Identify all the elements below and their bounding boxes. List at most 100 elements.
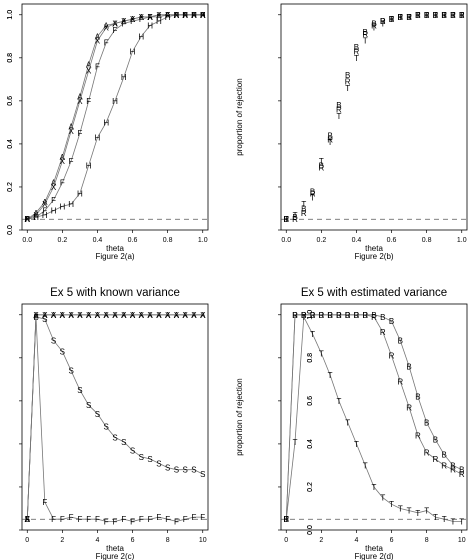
data-point: B [363,311,368,320]
x-tick-label: 0.2 [57,237,67,244]
data-point: F [60,179,65,188]
figure-caption: Figure 2(b) [354,252,393,261]
data-point: T [372,483,377,492]
data-point: F [69,157,74,166]
data-point: B [301,204,306,213]
data-point: F [121,19,126,28]
plot-frame [21,3,209,231]
y-tick-label: 0.2 [307,482,314,492]
x-tick-label: 0.8 [422,237,432,244]
data-point: B [389,317,394,326]
data-point: F [130,517,135,526]
data-point: F [113,26,118,35]
data-point: T [293,211,298,220]
data-point: B [354,311,359,320]
data-point: A [139,311,145,320]
data-point: B [415,393,420,402]
data-point: T [398,13,403,22]
data-point: H [103,118,109,127]
data-point: A [139,13,145,22]
data-point: H [200,11,206,20]
data-point: F [95,515,100,524]
data-point: F [183,11,188,20]
data-point: A [77,93,83,102]
data-point: A [60,153,66,162]
data-point: X [77,97,83,106]
data-point: A [112,19,118,28]
data-point: F [60,515,65,524]
x-tick-label: 6 [131,537,135,544]
data-point: A [25,515,31,524]
data-point: T [301,200,306,209]
series-line [26,316,203,522]
data-point: R [371,22,377,31]
data-point: A [121,17,127,26]
data-point: T [389,500,394,509]
data-point: A [174,11,180,20]
data-point: T [407,13,412,22]
data-point: R [327,136,333,145]
x-tick-label: 0 [25,537,29,544]
data-point: R [380,328,386,337]
data-point: X [68,127,74,136]
data-point: F [165,11,170,20]
data-point: X [95,311,101,320]
y-axis-label: proportion of rejection [235,78,244,155]
data-point: F [192,513,197,522]
data-point: R [415,11,421,20]
data-point: T [310,330,315,339]
data-point: S [60,347,65,356]
data-point: F [86,97,91,106]
data-point: B [406,13,411,22]
data-point: X [112,19,118,28]
x-tick-label: 0.0 [22,237,32,244]
plot-frame [280,303,468,531]
data-point: A [77,311,83,320]
data-point: S [147,455,152,464]
x-axis-label: theta [106,544,124,553]
series-line [27,14,203,220]
data-point: X [60,311,66,320]
data-point: B [442,11,447,20]
data-point: B [371,19,376,28]
y-tick-label: 1.0 [7,10,14,20]
data-point: R [459,470,465,479]
data-point: F [174,517,179,526]
data-point: X [51,183,57,192]
x-tick-label: 10 [458,537,466,544]
data-point: F [42,498,47,507]
data-point: T [319,157,324,166]
data-point: F [165,515,170,524]
data-point: T [336,112,341,121]
data-point: B [336,311,341,320]
data-point: B [292,213,297,222]
data-point: F [104,39,109,48]
data-point: X [139,13,145,22]
data-point: B [442,451,447,460]
x-tick-label: 0.6 [387,237,397,244]
data-point: F [34,213,39,222]
data-point: H [191,11,197,20]
data-point: X [112,311,118,320]
data-point: T [424,507,429,516]
data-point: H [59,202,65,211]
data-point: R [283,515,289,524]
y-tick-label: 0.8 [7,53,14,63]
data-point: F [104,517,109,526]
data-point: A [121,311,127,320]
data-point: T [372,24,377,33]
data-point: X [165,11,171,20]
chart-panel-4: Ex 5 with estimated variance 0.0 0.2 0.4 0.6… [235,287,468,560]
data-point: R [318,164,324,173]
data-point: F [25,215,30,224]
data-point: X [60,157,66,166]
data-point: F [200,11,205,20]
data-point: F [95,62,100,71]
data-point: B [354,43,359,52]
chart-title: Ex 5 with estimated variance [301,287,447,299]
